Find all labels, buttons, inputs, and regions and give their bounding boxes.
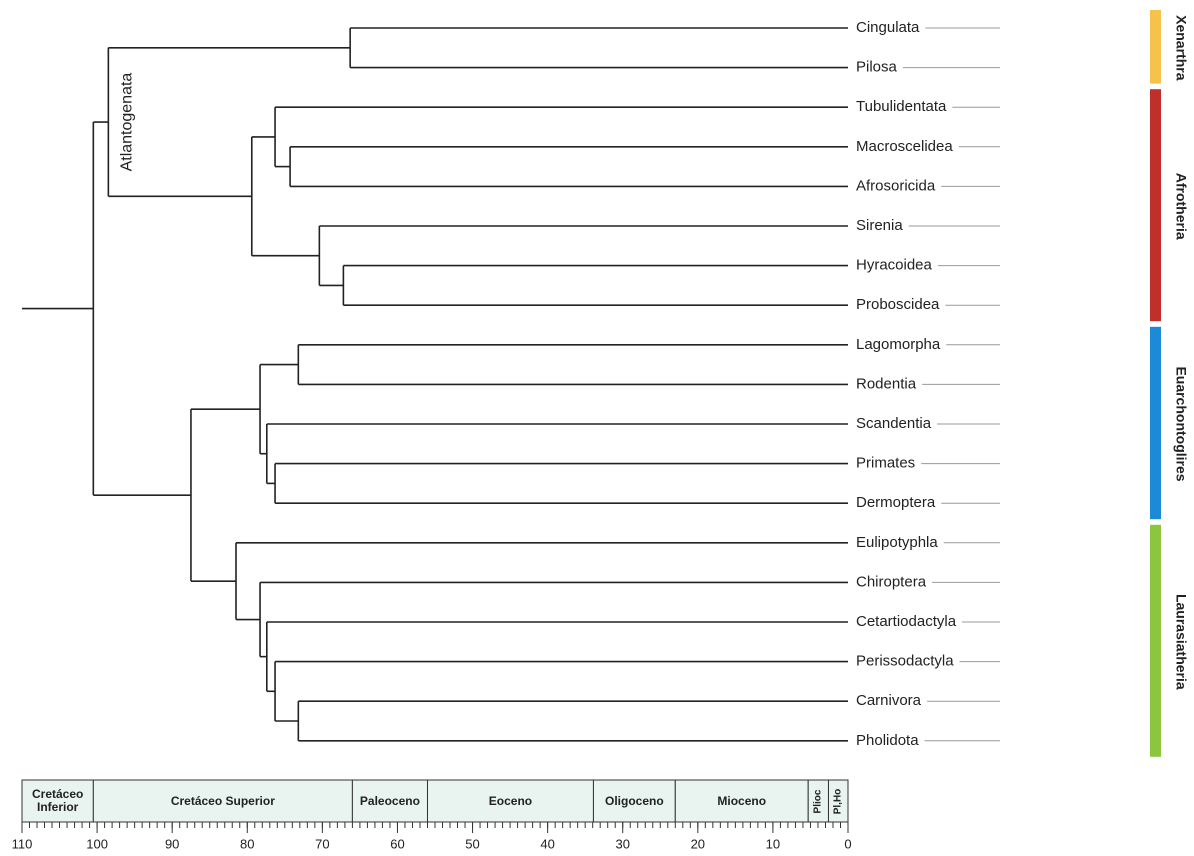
x-tick-label: 80 bbox=[240, 836, 254, 851]
period-text: Paleoceno bbox=[359, 793, 420, 808]
taxon-label: Perissodactyla bbox=[856, 653, 954, 670]
clade-label: Atlantogenata bbox=[119, 73, 136, 172]
x-tick-label: 30 bbox=[615, 836, 629, 851]
taxon-label: Chiroptera bbox=[856, 573, 927, 590]
group-label: Xenarthra bbox=[1173, 15, 1189, 81]
period-text: Oligoceno bbox=[605, 793, 664, 808]
taxon-label: Rodentia bbox=[856, 375, 917, 392]
period-label: Cretáceo Inferior bbox=[22, 780, 93, 822]
taxon-label: Sirenia bbox=[856, 217, 903, 234]
period-label: Pl,Ho bbox=[828, 780, 848, 822]
period-text: Mioceno bbox=[717, 793, 767, 808]
group-bar bbox=[1150, 10, 1161, 84]
x-tick-label: 50 bbox=[465, 836, 479, 851]
x-tick-label: 20 bbox=[691, 836, 705, 851]
taxon-label: Dermoptera bbox=[856, 494, 936, 511]
taxon-label: Primates bbox=[856, 455, 915, 472]
taxon-label: Macroscelidea bbox=[856, 138, 953, 155]
period-label: Plioc bbox=[808, 780, 828, 822]
period-label: Mioceno bbox=[675, 780, 808, 822]
x-tick-label: 100 bbox=[86, 836, 108, 851]
x-tick-label: 10 bbox=[766, 836, 780, 851]
x-tick-label: 90 bbox=[165, 836, 179, 851]
taxon-label: Cetartiodactyla bbox=[856, 613, 957, 630]
period-label: Eoceno bbox=[427, 780, 593, 822]
period-text: Pl,Ho bbox=[832, 788, 844, 814]
period-box bbox=[674, 779, 809, 823]
taxon-label: Carnivora bbox=[856, 692, 922, 709]
period-box bbox=[21, 779, 94, 823]
group-bar bbox=[1150, 524, 1161, 757]
taxon-label: Scandentia bbox=[856, 415, 932, 432]
group-bar bbox=[1150, 326, 1161, 520]
period-box bbox=[351, 779, 428, 823]
group-label: Afrotheria bbox=[1173, 173, 1189, 240]
period-text: Cretáceo Superior bbox=[170, 793, 275, 808]
x-tick-label: 0 bbox=[844, 836, 851, 851]
taxon-label: Pholidota bbox=[856, 732, 919, 749]
taxon-label: Proboscidea bbox=[856, 296, 940, 313]
group-label: Laurasiatheria bbox=[1173, 594, 1189, 690]
period-box bbox=[426, 779, 594, 823]
taxon-label: Hyracoidea bbox=[856, 257, 933, 274]
taxon-label: Cingulata bbox=[856, 19, 920, 36]
x-tick-label: 70 bbox=[315, 836, 329, 851]
period-box bbox=[827, 779, 849, 823]
period-box bbox=[92, 779, 353, 823]
group-bar bbox=[1150, 89, 1161, 322]
period-label: Cretáceo Superior bbox=[93, 780, 352, 822]
period-text: Cretáceo Inferior bbox=[31, 787, 84, 814]
period-label: Paleoceno bbox=[352, 780, 427, 822]
taxon-label: Pilosa bbox=[856, 59, 898, 76]
taxon-label: Eulipotyphla bbox=[856, 534, 938, 551]
taxon-label: Lagomorpha bbox=[856, 336, 941, 353]
taxon-label: Tubulidentata bbox=[856, 98, 947, 115]
period-text: Eoceno bbox=[488, 793, 533, 808]
taxon-label: Afrosoricida bbox=[856, 177, 936, 194]
period-label: Oligoceno bbox=[593, 780, 675, 822]
x-tick-label: 110 bbox=[12, 836, 33, 851]
period-text: Plioc bbox=[812, 789, 824, 813]
x-tick-label: 40 bbox=[540, 836, 554, 851]
x-tick-label: 60 bbox=[390, 836, 404, 851]
group-label: Euarchontoglires bbox=[1173, 366, 1189, 481]
